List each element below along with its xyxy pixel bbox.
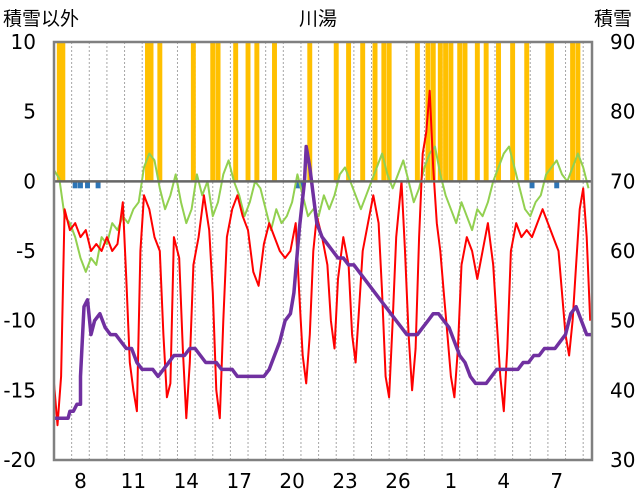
x-tick-label: 26 — [385, 469, 410, 493]
right-axis-label: 積雪 — [594, 8, 632, 30]
precip-bar — [474, 42, 480, 182]
precip-bar — [56, 42, 62, 182]
precip-bar — [524, 42, 530, 182]
precip-bar — [215, 42, 221, 182]
left-axis-label: 積雪以外 — [3, 8, 79, 30]
chart-title: 川湯 — [299, 8, 337, 30]
temp_max-series-line — [53, 145, 590, 273]
x-tick-label: 14 — [174, 469, 199, 493]
precip-bar — [148, 42, 154, 182]
left-tick-label: 10 — [11, 30, 36, 54]
precip-bar — [462, 42, 468, 182]
temp_min-series-line — [53, 89, 592, 427]
right-tick-label: 60 — [610, 239, 635, 263]
left-tick-label: -15 — [3, 378, 36, 402]
precip-bar — [381, 42, 387, 182]
precip-bar — [483, 42, 489, 182]
left-tick-label: -20 — [3, 448, 36, 472]
precip-bar — [437, 42, 443, 182]
left-tick-label: -5 — [16, 239, 36, 263]
right-tick-label: 80 — [610, 100, 635, 124]
snowfall-bar — [294, 181, 300, 189]
x-tick-label: 11 — [121, 469, 146, 493]
snowfall-bar — [529, 181, 535, 189]
x-tick-label: 20 — [279, 469, 304, 493]
x-tick-label: 23 — [332, 469, 357, 493]
precip-bar — [457, 42, 463, 182]
precip-bar — [333, 42, 339, 182]
precip-bar — [372, 42, 378, 182]
precip-bar — [210, 42, 216, 182]
right-axis: 90 80 70 60 50 40 30 — [610, 30, 635, 472]
x-tick-label: 8 — [74, 469, 87, 493]
left-axis: 10 5 0 -5 -10 -15 -20 — [3, 30, 36, 472]
snowfall-bar — [95, 181, 101, 189]
snowfall-bar — [554, 181, 560, 189]
right-tick-label: 70 — [610, 169, 635, 193]
x-tick-label: 4 — [497, 469, 510, 493]
precip-bar — [346, 42, 352, 182]
precip-bar — [60, 42, 66, 182]
left-tick-label: 5 — [23, 100, 36, 124]
precip-bar — [254, 42, 260, 182]
precip-bar — [448, 42, 454, 182]
left-tick-label: -10 — [3, 309, 36, 333]
precip-bar — [570, 42, 576, 182]
precip-bar — [157, 42, 163, 182]
snowfall-bar — [85, 181, 90, 189]
right-tick-label: 50 — [610, 309, 635, 333]
bars — [56, 42, 581, 189]
snow_depth-series-line — [54, 144, 592, 420]
precip-bar — [548, 42, 554, 182]
precip-bar — [386, 42, 392, 182]
x-tick-label: 7 — [550, 469, 563, 493]
precip-bar — [360, 42, 366, 182]
precip-bar — [510, 42, 516, 182]
precip-bar — [245, 42, 251, 182]
precip-bar — [443, 42, 449, 182]
right-tick-label: 30 — [610, 448, 635, 472]
snowfall-bar — [72, 181, 78, 189]
lines — [53, 89, 592, 427]
left-tick-label: 0 — [23, 169, 36, 193]
right-tick-label: 40 — [610, 378, 635, 402]
right-tick-label: 90 — [610, 30, 635, 54]
plot-frame — [52, 40, 594, 462]
snowfall-bar — [77, 181, 83, 189]
x-tick-label: 17 — [226, 469, 251, 493]
precip-bar — [545, 42, 551, 182]
x-tick-label: 1 — [445, 469, 458, 493]
precip-bar — [190, 42, 196, 182]
precip-bar — [272, 42, 277, 182]
precip-bar — [233, 42, 239, 182]
precip-bar — [307, 42, 313, 182]
precip-bar — [430, 42, 436, 182]
precip-bar — [145, 42, 150, 182]
precip-bar — [414, 42, 420, 182]
x-axis: 8 11 14 17 20 23 26 1 4 7 — [74, 469, 563, 493]
precip-bar — [496, 42, 501, 182]
precip-bar — [575, 42, 581, 182]
